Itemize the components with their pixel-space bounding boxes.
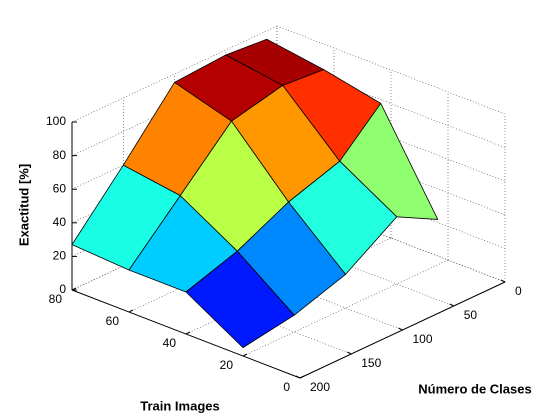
y-tick-label: 100 (413, 332, 433, 346)
x-tick-label: 20 (220, 358, 234, 372)
surface-face (185, 250, 295, 349)
y-tick-label: 50 (464, 308, 478, 322)
y-tick (347, 351, 352, 355)
x-tick (299, 375, 305, 379)
y-tick-label: 150 (361, 356, 381, 370)
x-tick-label: 80 (49, 292, 63, 306)
y-tick (398, 327, 403, 331)
y-tick-label: 200 (310, 380, 330, 394)
y-tick (449, 303, 454, 307)
x-tick-label: 40 (163, 336, 177, 350)
z-tick-label: 40 (53, 215, 67, 229)
x-axis-label: Train Images (140, 398, 219, 413)
z-tick-label: 80 (53, 148, 67, 162)
x-tick-label: 60 (106, 314, 120, 328)
y-tick (295, 375, 301, 379)
y-tick-label: 0 (515, 284, 522, 298)
z-tick-label: 60 (53, 181, 67, 195)
x-tick-label: 0 (283, 380, 290, 394)
x-tick (185, 331, 191, 335)
y-tick (500, 279, 506, 283)
x-tick (242, 353, 248, 357)
z-tick-label: 100 (46, 114, 66, 128)
z-tick-label: 0 (59, 282, 66, 296)
z-axis-label: Exactitud [%] (16, 164, 31, 246)
x-tick (128, 309, 134, 313)
z-tick-label: 20 (53, 249, 67, 263)
y-axis-label: Número de Clases (418, 381, 531, 396)
